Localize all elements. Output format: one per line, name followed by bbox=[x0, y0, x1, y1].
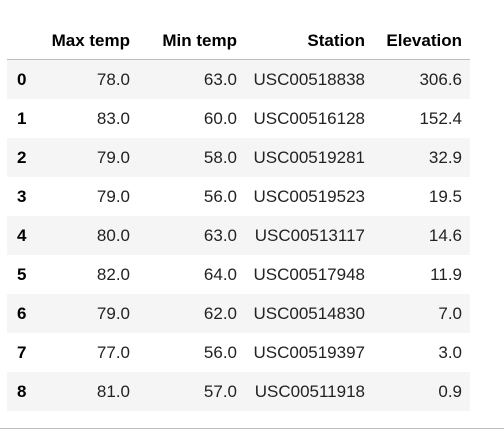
elevation-cell: 19.5 bbox=[428, 186, 462, 206]
elevation-cell: 0.9 bbox=[438, 381, 462, 401]
min-temp-cell: 63.0 bbox=[203, 225, 237, 245]
row-index: 0 bbox=[17, 69, 27, 89]
min-temp-cell: 63.0 bbox=[203, 69, 237, 89]
station-cell: USC00519397 bbox=[253, 342, 365, 362]
elevation-cell: 7.0 bbox=[438, 303, 462, 323]
row-index: 7 bbox=[17, 342, 27, 362]
column-header-station: Station bbox=[245, 22, 373, 60]
station-cell: USC00513117 bbox=[254, 225, 365, 245]
min-temp-cell: 56.0 bbox=[203, 186, 237, 206]
table-row: 5 82.0 64.0 USC00517948 11.9 bbox=[7, 254, 470, 294]
station-cell: USC00514830 bbox=[253, 303, 365, 323]
station-cell: USC00519523 bbox=[253, 186, 365, 206]
station-cell: USC00517948 bbox=[253, 264, 365, 284]
cell-divider bbox=[0, 428, 504, 429]
elevation-cell: 306.6 bbox=[419, 69, 462, 89]
min-temp-cell: 56.0 bbox=[203, 342, 237, 362]
station-cell: USC00516128 bbox=[253, 108, 365, 128]
header-row: Max temp Min temp Station Elevation bbox=[7, 22, 470, 60]
min-temp-cell: 57.0 bbox=[203, 381, 237, 401]
table-row: 1 83.0 60.0 USC00516128 152.4 bbox=[7, 98, 470, 138]
min-temp-cell: 64.0 bbox=[203, 264, 237, 284]
max-temp-cell: 79.0 bbox=[96, 147, 130, 167]
table-row: 4 80.0 63.0 USC00513117 14.6 bbox=[7, 215, 470, 255]
row-index: 6 bbox=[17, 303, 27, 323]
min-temp-cell: 58.0 bbox=[203, 147, 237, 167]
elevation-cell: 14.6 bbox=[428, 225, 462, 245]
row-index: 1 bbox=[17, 108, 27, 128]
min-temp-cell: 60.0 bbox=[203, 108, 237, 128]
row-index: 8 bbox=[17, 381, 27, 401]
table-row: 2 79.0 58.0 USC00519281 32.9 bbox=[7, 137, 470, 177]
table-row: 0 78.0 63.0 USC00518838 306.6 bbox=[7, 59, 470, 99]
elevation-cell: 3.0 bbox=[438, 342, 462, 362]
max-temp-cell: 80.0 bbox=[96, 225, 130, 245]
column-header-max-temp: Max temp bbox=[38, 22, 138, 60]
column-header-elevation: Elevation bbox=[373, 22, 470, 60]
elevation-cell: 32.9 bbox=[428, 147, 462, 167]
index-header bbox=[7, 22, 38, 60]
max-temp-cell: 77.0 bbox=[96, 342, 130, 362]
table-row: 7 77.0 56.0 USC00519397 3.0 bbox=[7, 332, 470, 372]
table-row: 3 79.0 56.0 USC00519523 19.5 bbox=[7, 176, 470, 216]
station-cell: USC00518838 bbox=[253, 69, 365, 89]
max-temp-cell: 81.0 bbox=[96, 381, 130, 401]
elevation-cell: 152.4 bbox=[419, 108, 462, 128]
table-row: 8 81.0 57.0 USC00511918 0.9 bbox=[7, 371, 470, 411]
elevation-cell: 11.9 bbox=[430, 264, 462, 284]
row-index: 4 bbox=[17, 225, 27, 245]
station-cell: USC00511918 bbox=[254, 381, 365, 401]
max-temp-cell: 78.0 bbox=[96, 69, 130, 89]
row-index: 2 bbox=[17, 147, 27, 167]
column-header-min-temp: Min temp bbox=[138, 22, 245, 60]
row-index: 3 bbox=[17, 186, 27, 206]
table-row: 6 79.0 62.0 USC00514830 7.0 bbox=[7, 293, 470, 333]
min-temp-cell: 62.0 bbox=[203, 303, 237, 323]
max-temp-cell: 79.0 bbox=[96, 186, 130, 206]
max-temp-cell: 83.0 bbox=[96, 108, 130, 128]
station-cell: USC00519281 bbox=[253, 147, 365, 167]
max-temp-cell: 82.0 bbox=[96, 264, 130, 284]
dataframe-table: Max temp Min temp Station Elevation 0 78… bbox=[7, 22, 470, 411]
row-index: 5 bbox=[17, 264, 27, 284]
max-temp-cell: 79.0 bbox=[96, 303, 130, 323]
